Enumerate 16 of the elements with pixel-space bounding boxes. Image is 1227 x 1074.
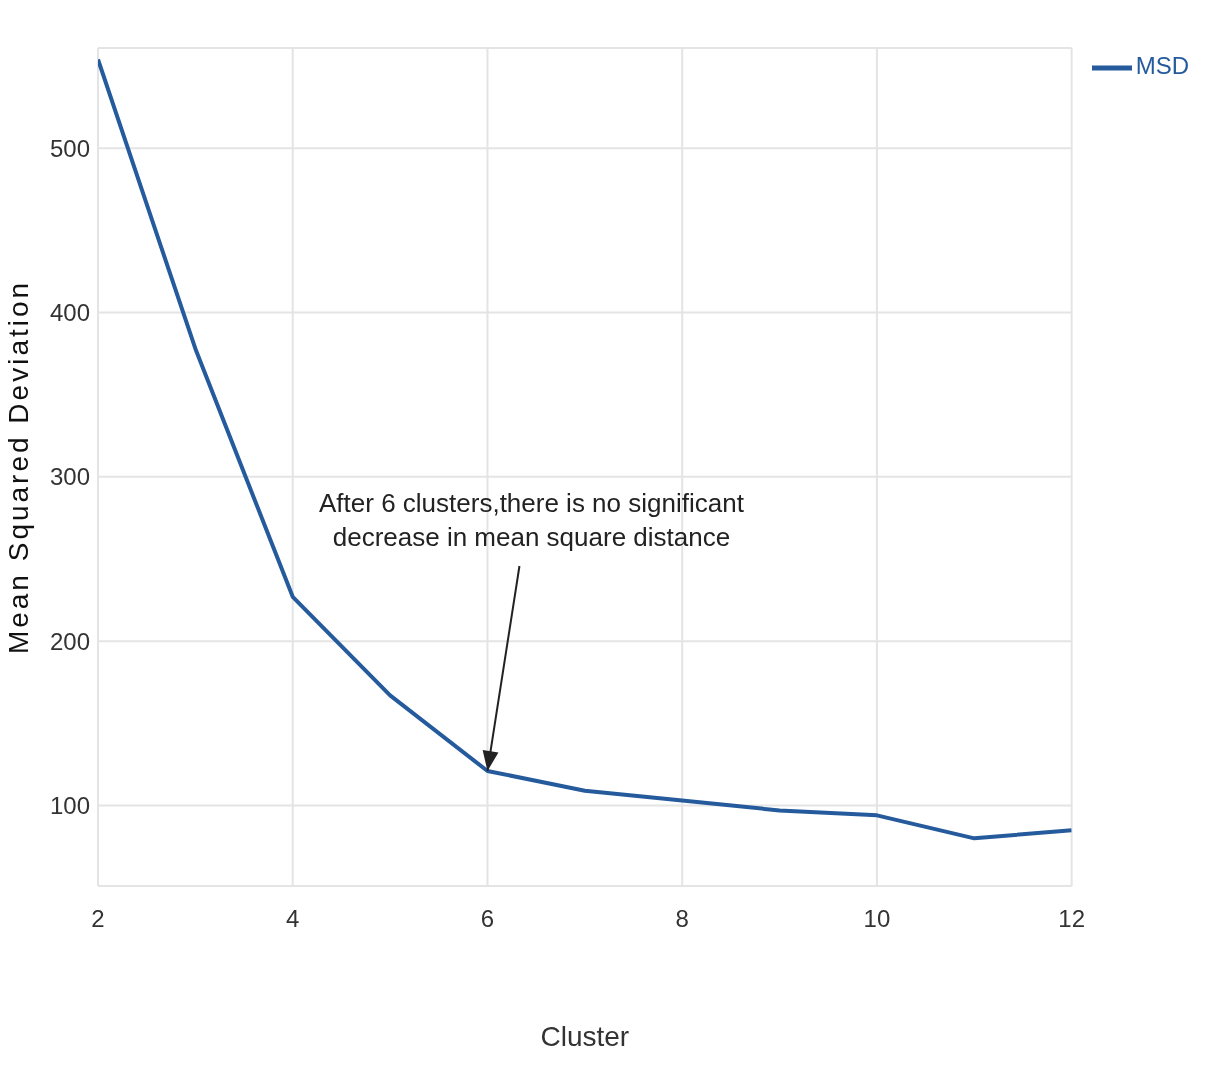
y-tick-label: 200	[49, 627, 90, 655]
x-tick-label: 4	[286, 905, 300, 933]
y-axis-title: Mean Squared Deviation	[2, 279, 34, 655]
y-tick-label: 400	[49, 299, 90, 327]
y-tick-label: 100	[49, 792, 90, 820]
annotation: After 6 clusters,there is no significant decrease in mean square distance	[319, 487, 745, 552]
x-tick-label: 12	[1058, 905, 1086, 933]
x-axis-title: Cluster	[540, 1021, 630, 1052]
x-tick-label: 8	[675, 905, 689, 933]
y-tick-label: 500	[49, 134, 90, 162]
legend-label: MSD	[1135, 52, 1189, 80]
line-series	[98, 57, 1072, 841]
x-tick-label: 2	[91, 905, 105, 933]
x-tick-label: 6	[480, 905, 495, 933]
x-tick-label: 10	[863, 905, 891, 933]
y-tick-label: 300	[49, 463, 90, 491]
